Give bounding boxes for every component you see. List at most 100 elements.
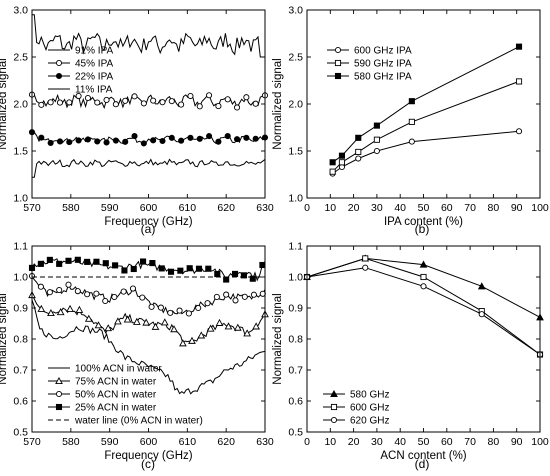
- data-point: [515, 43, 523, 50]
- data-point: [56, 308, 65, 316]
- y-tick-label: 0.6: [13, 396, 28, 408]
- data-point: [330, 389, 338, 398]
- data-point: [330, 416, 338, 424]
- data-point: [167, 309, 174, 316]
- data-point: [75, 305, 84, 313]
- data-point: [65, 281, 72, 288]
- series-line: [31, 275, 266, 315]
- chart-panel-a: 570 580 590 600 610 620 630 1.0 1.5 2.0 2.5 3.0 Freq…: [0, 5, 274, 237]
- data-point: [56, 286, 63, 294]
- data-point: [215, 318, 224, 326]
- data-point: [94, 99, 101, 106]
- data-point: [129, 285, 137, 292]
- data-point: [338, 152, 346, 159]
- data-point: [176, 307, 183, 314]
- data-point: [66, 304, 74, 312]
- legend-label: 11% IPA: [75, 85, 113, 96]
- data-point: [408, 98, 415, 105]
- legend-label: 600 GHz IPA: [354, 46, 412, 57]
- data-point: [355, 148, 362, 155]
- plot-frame: [306, 245, 541, 433]
- data-point: [362, 255, 369, 262]
- data-point: [56, 99, 64, 106]
- x-tick-label: 600: [140, 436, 158, 448]
- data-point: [37, 304, 46, 312]
- data-point: [362, 264, 369, 271]
- y-tick-label: 1.5: [288, 146, 303, 158]
- data-point: [47, 308, 55, 317]
- data-point: [56, 138, 64, 145]
- data-point: [148, 303, 155, 310]
- data-point: [140, 258, 147, 265]
- x-tick-label: 610: [179, 202, 197, 214]
- data-point: [259, 261, 266, 269]
- data-point: [240, 272, 247, 279]
- data-point: [224, 96, 231, 103]
- x-tick-label: 30: [371, 436, 383, 448]
- data-point: [55, 59, 63, 67]
- data-point: [241, 293, 248, 300]
- data-point: [37, 283, 44, 290]
- legend-label: 22% IPA: [75, 72, 113, 83]
- x-tick-label: 50: [418, 202, 430, 214]
- data-point: [75, 92, 82, 100]
- y-tick-label: 1.0: [13, 272, 28, 284]
- data-point: [329, 159, 336, 166]
- legend-label: 590 GHz IPA: [354, 59, 412, 70]
- data-point: [142, 318, 151, 326]
- y-axis-label: Normalized signal: [0, 293, 9, 384]
- data-point: [38, 101, 45, 108]
- data-point: [355, 155, 362, 162]
- data-point: [93, 258, 100, 265]
- data-point: [55, 390, 63, 398]
- data-point: [75, 137, 82, 144]
- legend-label: 620 GHz: [350, 416, 389, 427]
- data-point: [338, 159, 346, 166]
- data-point: [65, 257, 72, 264]
- y-tick-label: 1.0: [13, 193, 28, 205]
- y-tick-label: 0.7: [13, 365, 28, 377]
- data-point: [204, 300, 211, 307]
- data-point: [159, 99, 166, 106]
- data-point: [243, 134, 250, 141]
- series-line: [32, 158, 266, 178]
- x-tick-label: 630: [256, 202, 274, 214]
- x-tick-label: 610: [179, 436, 197, 448]
- data-point: [93, 290, 100, 297]
- data-point: [206, 324, 215, 332]
- x-tick-label: 50: [418, 436, 430, 448]
- data-point: [329, 168, 336, 175]
- y-axis-label: Normalized signal: [272, 58, 284, 149]
- data-point: [419, 260, 428, 268]
- chart-panel-b: 0 10 20 30 40 50 60 70 80 90 100 1.0 1.5 2.0 2.5 3.0 IPA…: [272, 5, 549, 237]
- data-point: [373, 147, 380, 155]
- x-tick-label: 100: [531, 202, 549, 214]
- x-tick-label: 0: [304, 436, 310, 448]
- x-tick-label: 70: [464, 202, 476, 214]
- plot-frame: [31, 9, 266, 199]
- data-point: [121, 267, 128, 274]
- data-point: [38, 134, 45, 141]
- data-point: [232, 297, 239, 304]
- data-point: [149, 260, 156, 267]
- legend-label: 600 GHz: [350, 403, 389, 414]
- y-tick-label: 1.1: [288, 241, 303, 253]
- y-axis-label: Normalized signal: [272, 293, 284, 384]
- data-point: [112, 262, 119, 269]
- plot-frame: [306, 9, 541, 199]
- data-point: [196, 135, 203, 142]
- data-point: [150, 137, 157, 144]
- data-point: [55, 72, 63, 80]
- data-point: [132, 317, 141, 325]
- data-point: [243, 94, 250, 101]
- data-point: [186, 265, 193, 272]
- y-tick-label: 2.5: [288, 52, 303, 64]
- data-point: [94, 321, 103, 329]
- data-point: [46, 289, 53, 296]
- x-tick-label: 40: [394, 436, 406, 448]
- data-point: [478, 311, 485, 318]
- x-tick-label: 80: [488, 202, 500, 214]
- data-point: [74, 288, 81, 295]
- legend-label: 580 GHz: [350, 390, 389, 401]
